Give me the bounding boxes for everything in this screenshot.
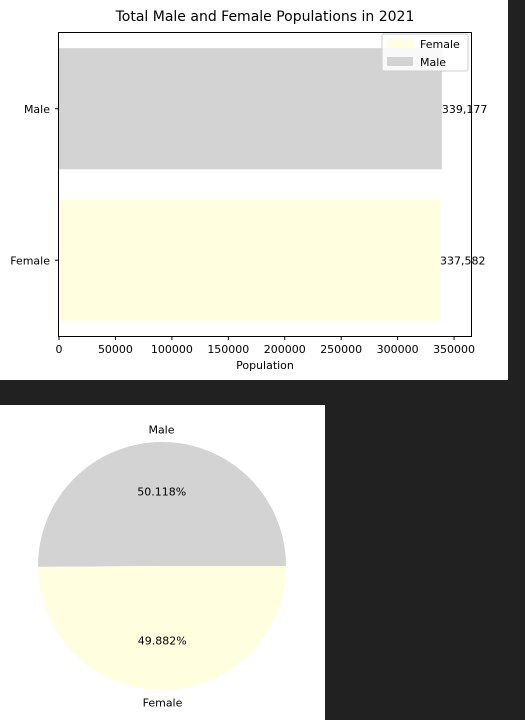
x-tick-label: 300000: [377, 343, 419, 356]
pie-label-female: Female: [143, 696, 183, 709]
legend: Female Male: [381, 33, 469, 72]
bar-male: [59, 48, 442, 170]
pie-slice-male: [37, 441, 286, 567]
legend-label-female: Female: [420, 38, 460, 51]
pie-chart-panel: Male 50.118% Female 49.882%: [0, 405, 325, 720]
pie-pct-male: 50.118%: [137, 486, 186, 499]
x-tick-label: 250000: [320, 343, 362, 356]
pie-label-male: Male: [148, 424, 174, 437]
x-tick-label: 50000: [98, 343, 133, 356]
x-tick-label: 350000: [433, 343, 475, 356]
bar-female: [59, 199, 441, 321]
x-tick-label: 150000: [207, 343, 249, 356]
bar-chart: Total Male and Female Populations in 202…: [10, 9, 488, 372]
x-tick-label: 200000: [264, 343, 306, 356]
y-tick-label-female: Female: [10, 254, 50, 267]
bar-chart-panel: Total Male and Female Populations in 202…: [0, 0, 508, 380]
bar-chart-title: Total Male and Female Populations in 202…: [115, 9, 415, 25]
legend-label-male: Male: [420, 56, 446, 69]
x-axis-label: Population: [236, 359, 294, 372]
plot-frame: [58, 32, 472, 337]
bar-value-label-male: 339,177: [442, 103, 488, 116]
y-tick-label-male: Male: [24, 103, 50, 116]
x-tick-label: 100000: [151, 343, 193, 356]
bar-value-label-female: 337,582: [440, 254, 486, 267]
x-tick-label: 0: [56, 343, 63, 356]
pie-pct-female: 49.882%: [138, 634, 187, 647]
pie-chart: Male 50.118% Female 49.882%: [37, 424, 287, 709]
legend-swatch-male: [387, 57, 413, 66]
legend-swatch-female: [387, 39, 413, 48]
pie-slice-female: [38, 566, 287, 690]
